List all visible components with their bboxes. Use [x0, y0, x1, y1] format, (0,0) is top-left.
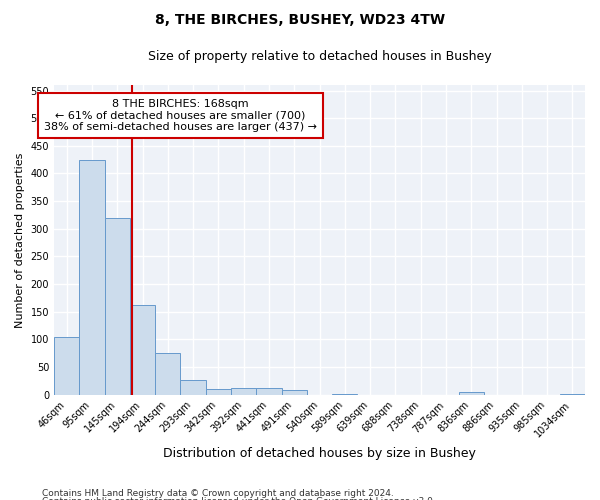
Bar — [231, 388, 256, 394]
Bar — [458, 392, 484, 394]
Title: Size of property relative to detached houses in Bushey: Size of property relative to detached ho… — [148, 50, 491, 63]
Bar — [104, 218, 130, 394]
Bar — [256, 388, 281, 394]
Bar — [54, 336, 79, 394]
Text: Contains public sector information licensed under the Open Government Licence v3: Contains public sector information licen… — [42, 497, 436, 500]
Bar — [130, 304, 155, 394]
Text: 8 THE BIRCHES: 168sqm
← 61% of detached houses are smaller (700)
38% of semi-det: 8 THE BIRCHES: 168sqm ← 61% of detached … — [44, 99, 317, 132]
Text: Contains HM Land Registry data © Crown copyright and database right 2024.: Contains HM Land Registry data © Crown c… — [42, 488, 394, 498]
Bar — [155, 354, 181, 395]
Bar — [206, 389, 231, 394]
X-axis label: Distribution of detached houses by size in Bushey: Distribution of detached houses by size … — [163, 447, 476, 460]
Y-axis label: Number of detached properties: Number of detached properties — [15, 152, 25, 328]
Text: 8, THE BIRCHES, BUSHEY, WD23 4TW: 8, THE BIRCHES, BUSHEY, WD23 4TW — [155, 12, 445, 26]
Bar — [181, 380, 206, 394]
Bar — [281, 390, 307, 394]
Bar — [79, 160, 104, 394]
